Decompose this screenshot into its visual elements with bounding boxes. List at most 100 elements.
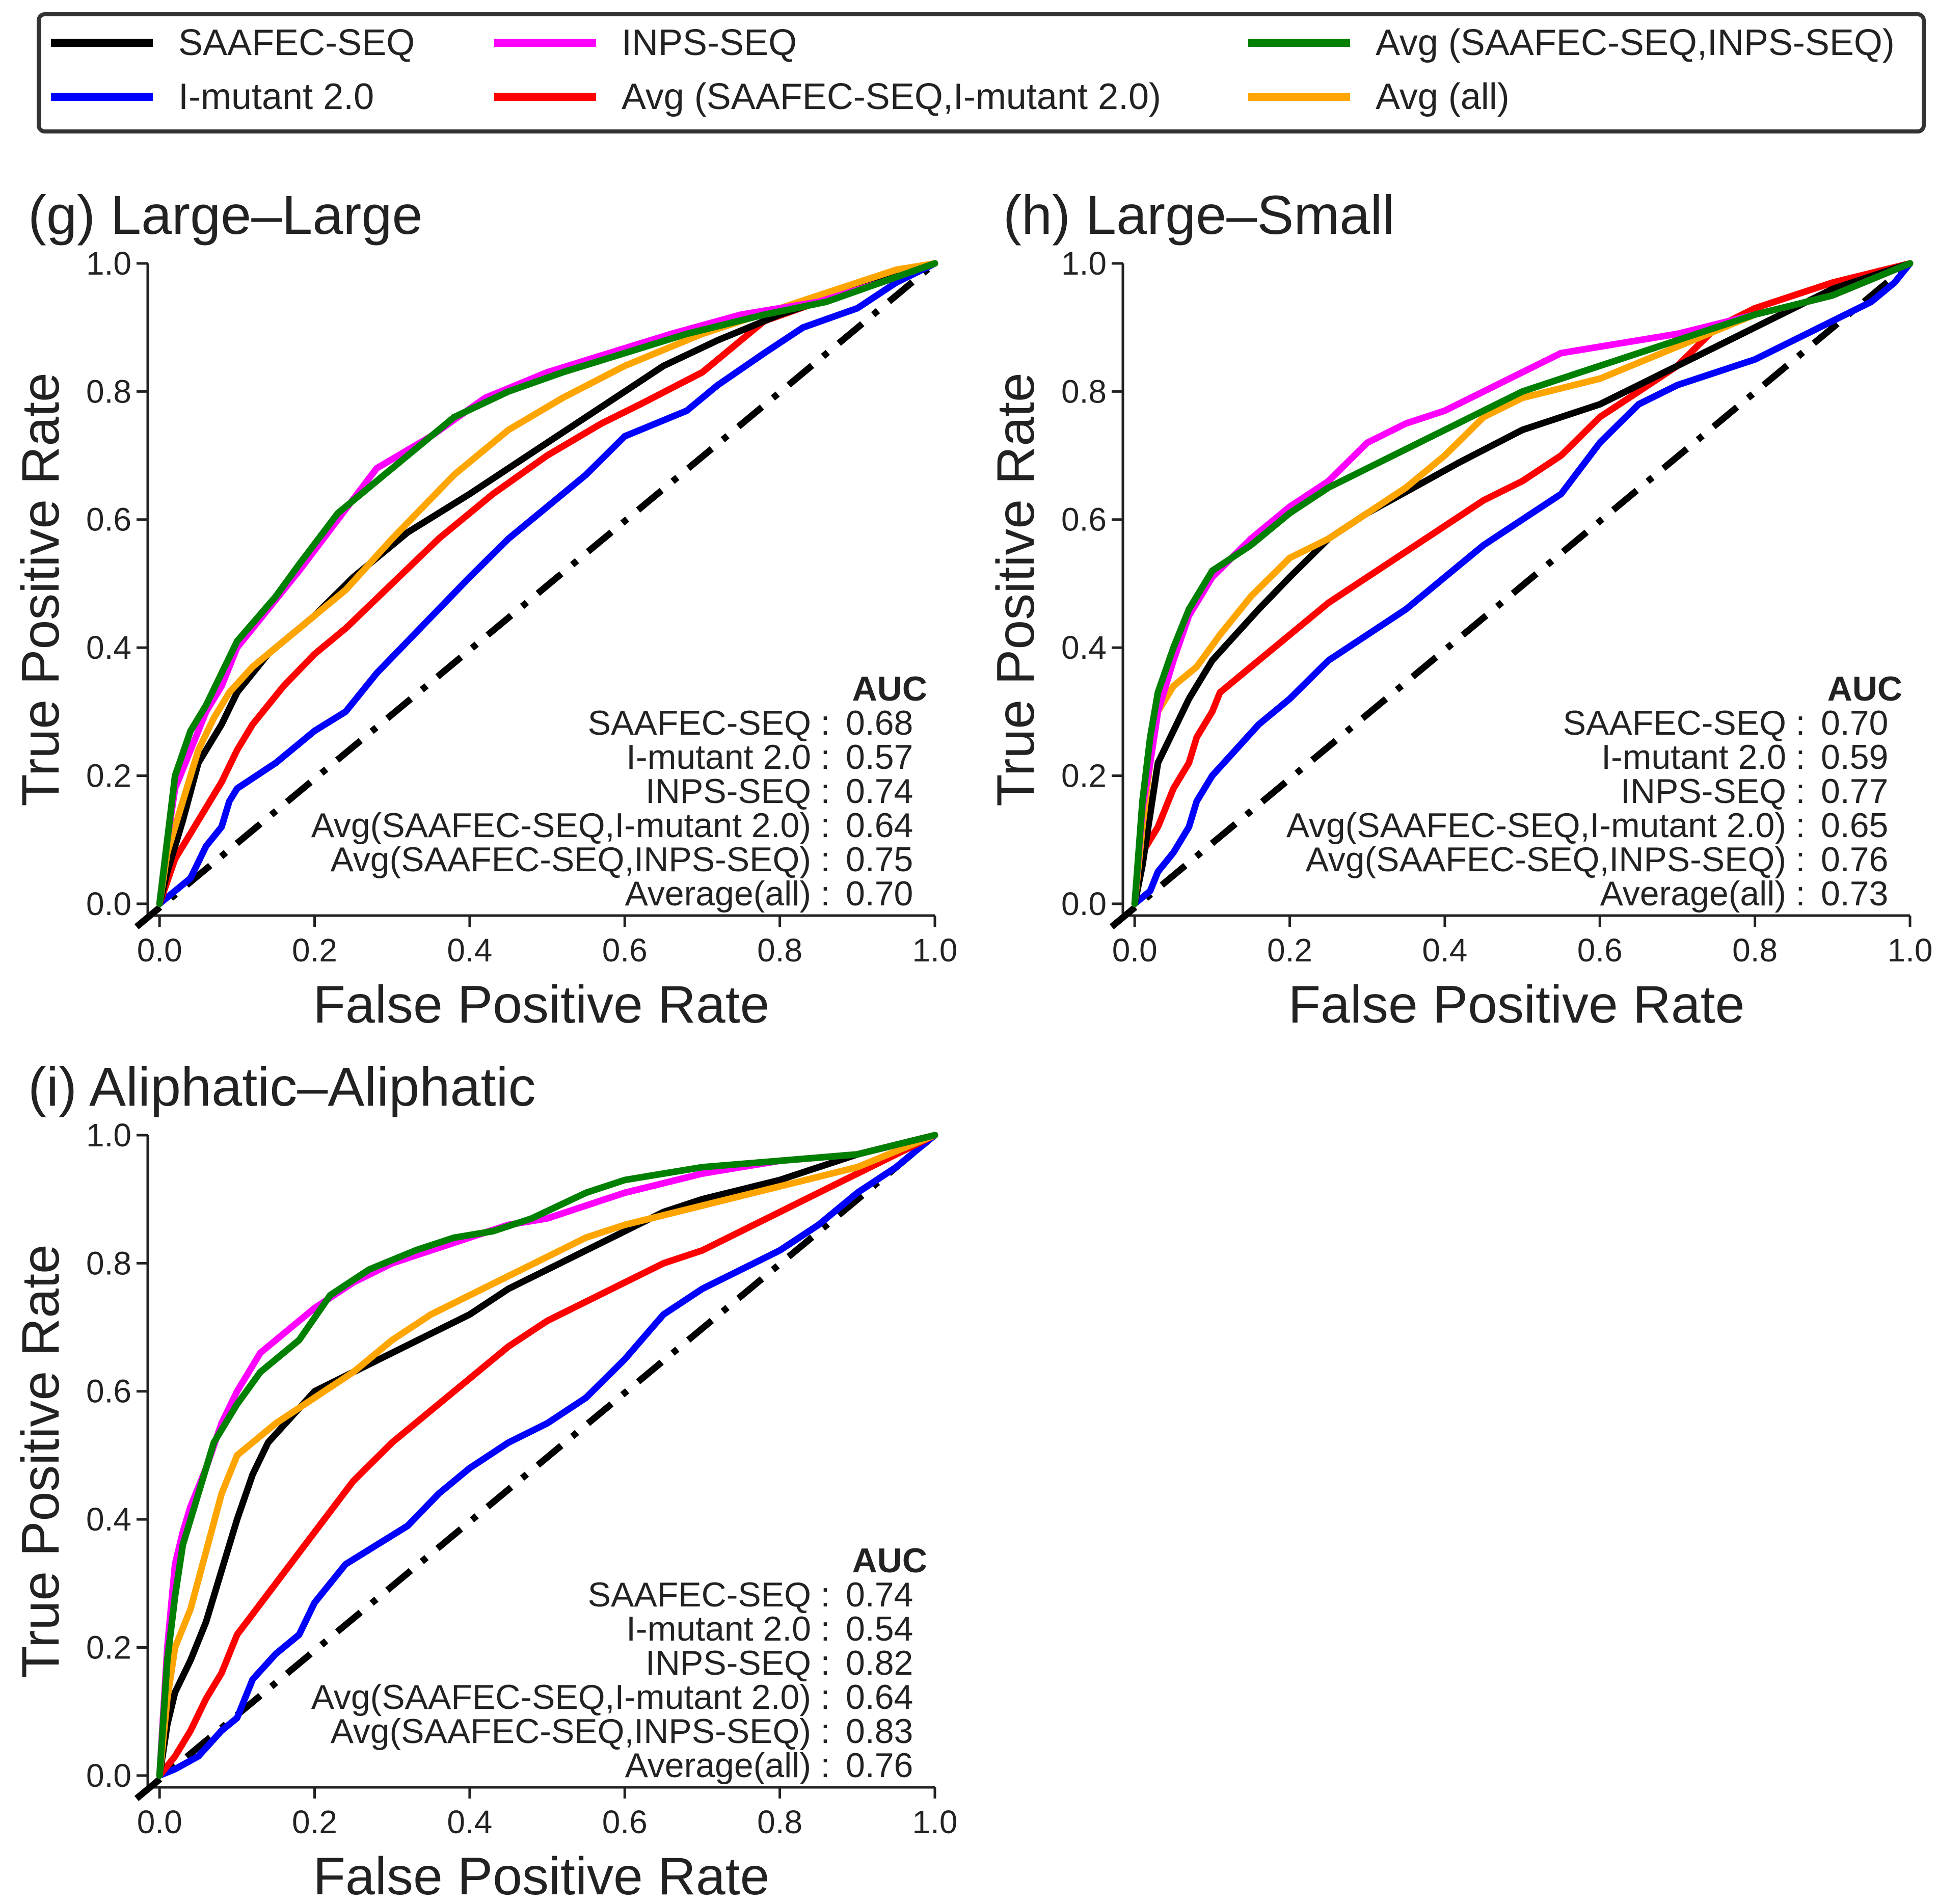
y-tick-label: 0.8 <box>86 373 131 410</box>
auc-row-label: INPS-SEQ <box>645 1644 811 1682</box>
x-tick-label: 1.0 <box>912 932 958 969</box>
legend-label: Avg (SAAFEC-SEQ,I-mutant 2.0) <box>622 76 1161 117</box>
x-tick-label: 1.0 <box>912 1804 958 1840</box>
y-tick-label: 0.6 <box>86 501 131 538</box>
auc-header: AUC <box>1827 669 1902 708</box>
roc-curve <box>156 260 938 907</box>
auc-row-separator: : <box>1796 738 1806 776</box>
roc-curve <box>156 1132 938 1779</box>
y-tick-label: 0.4 <box>86 629 131 666</box>
auc-row-value: 0.77 <box>1821 772 1888 811</box>
auc-row-value: 0.74 <box>846 772 913 811</box>
auc-row-label: Avg(SAAFEC-SEQ,INPS-SEQ) <box>331 840 811 879</box>
auc-row-label: Avg(SAAFEC-SEQ,I-mutant 2.0) <box>311 1678 811 1717</box>
roc-panel: (i) Aliphatic–Aliphatic 0.0 0.2 0.4 0.6 0.8 1.… <box>11 1056 957 1904</box>
legend: SAAFEC-SEQ INPS-SEQ Avg (SAAFEC-SEQ,INPS-S… <box>37 12 1926 133</box>
y-tick-label: 0.6 <box>1061 501 1107 538</box>
roc-curve <box>156 1132 938 1779</box>
auc-row-value: 0.82 <box>846 1644 913 1682</box>
auc-row-value: 0.57 <box>846 738 913 776</box>
y-tick-label: 0.0 <box>86 886 131 922</box>
auc-row-label: SAAFEC-SEQ <box>588 1575 811 1614</box>
x-tick-label: 0.0 <box>137 932 182 969</box>
roc-panel: (h) Large–Small 0.0 0.2 0.4 0.6 0.8 1.0 0.0 0.2 0… <box>986 184 1932 1034</box>
auc-row-separator: : <box>821 1678 830 1717</box>
x-tick-label: 0.4 <box>447 1804 492 1840</box>
x-tick-label: 0.6 <box>602 1804 648 1840</box>
x-tick-label: 0.6 <box>1577 932 1623 969</box>
auc-row-value: 0.70 <box>1821 704 1888 742</box>
x-axis-label: False Positive Rate <box>313 1847 770 1904</box>
x-tick-label: 0.4 <box>447 932 492 969</box>
auc-row-separator: : <box>1796 772 1806 811</box>
auc-row-value: 0.59 <box>1821 738 1888 776</box>
x-tick-label: 0.6 <box>602 932 648 969</box>
y-tick-label: 0.2 <box>86 1629 131 1666</box>
panel-title: (i) Aliphatic–Aliphatic <box>28 1056 535 1117</box>
auc-row-label: Average(all) <box>625 1746 811 1785</box>
panel-title: (h) Large–Small <box>1003 184 1394 246</box>
roc-curve <box>1131 260 1914 907</box>
x-axis-label: False Positive Rate <box>313 975 770 1034</box>
y-tick-label: 0.2 <box>86 757 131 794</box>
roc-panels: (g) Large–Large 0.0 0.2 0.4 0.6 0.8 1.0 0.0 0.2 0… <box>11 184 1932 1904</box>
auc-row-label: I-mutant 2.0 <box>626 1610 811 1648</box>
auc-row-separator: : <box>1796 704 1806 742</box>
y-tick-label: 0.0 <box>1061 886 1107 922</box>
y-tick-label: 0.8 <box>1061 373 1107 410</box>
auc-row-label: I-mutant 2.0 <box>1601 738 1786 776</box>
auc-row-value: 0.54 <box>846 1610 913 1648</box>
y-tick-label: 0.4 <box>86 1501 131 1538</box>
auc-row-value: 0.74 <box>846 1575 913 1614</box>
auc-row-label: Avg(SAAFEC-SEQ,INPS-SEQ) <box>331 1712 811 1751</box>
auc-row-separator: : <box>821 1746 830 1785</box>
legend-label: I-mutant 2.0 <box>178 76 374 117</box>
auc-row-value: 0.70 <box>846 874 913 913</box>
x-tick-label: 1.0 <box>1888 932 1933 969</box>
x-tick-label: 0.8 <box>1732 932 1778 969</box>
auc-row-separator: : <box>821 738 830 776</box>
legend-label: INPS-SEQ <box>622 22 797 63</box>
auc-row-separator: : <box>821 874 830 913</box>
x-tick-label: 0.4 <box>1422 932 1467 969</box>
x-tick-label: 0.0 <box>137 1804 182 1840</box>
auc-row-separator: : <box>821 772 830 811</box>
x-tick-label: 0.2 <box>292 932 337 969</box>
roc-panel: (g) Large–Large 0.0 0.2 0.4 0.6 0.8 1.0 0.0 0.2 0… <box>11 184 957 1034</box>
auc-row-label: SAAFEC-SEQ <box>1563 704 1786 742</box>
auc-row-separator: : <box>821 1610 830 1648</box>
auc-row-label: INPS-SEQ <box>1621 772 1786 811</box>
auc-row-separator: : <box>821 840 830 879</box>
chance-diagonal <box>134 1133 937 1801</box>
y-tick-label: 1.0 <box>86 245 131 282</box>
y-tick-label: 1.0 <box>1061 245 1107 282</box>
legend-label: SAAFEC-SEQ <box>178 22 415 63</box>
legend-label: Avg (SAAFEC-SEQ,INPS-SEQ) <box>1376 22 1895 63</box>
auc-row-label: SAAFEC-SEQ <box>588 704 811 742</box>
auc-row-label: Avg(SAAFEC-SEQ,I-mutant 2.0) <box>311 806 811 845</box>
auc-row-value: 0.64 <box>846 806 913 845</box>
auc-row-value: 0.65 <box>1821 806 1888 845</box>
auc-header: AUC <box>852 669 927 708</box>
x-tick-label: 0.0 <box>1112 932 1158 969</box>
auc-row-separator: : <box>821 1575 830 1614</box>
x-tick-label: 0.2 <box>292 1804 337 1840</box>
roc-curve <box>156 1132 938 1779</box>
auc-row-label: Avg(SAAFEC-SEQ,INPS-SEQ) <box>1306 840 1786 879</box>
legend-label: Avg (all) <box>1376 76 1510 117</box>
auc-row-separator: : <box>1796 840 1806 879</box>
y-tick-label: 0.4 <box>1061 629 1107 666</box>
x-tick-label: 0.8 <box>757 1804 802 1840</box>
roc-curve <box>1131 260 1914 907</box>
auc-row-separator: : <box>821 1644 830 1682</box>
y-tick-label: 0.6 <box>86 1373 131 1410</box>
auc-row-separator: : <box>821 704 830 742</box>
roc-curve <box>1131 260 1914 907</box>
panel-title: (g) Large–Large <box>28 184 423 246</box>
x-tick-label: 0.2 <box>1267 932 1312 969</box>
y-tick-label: 0.8 <box>86 1245 131 1281</box>
auc-row-label: I-mutant 2.0 <box>626 738 811 776</box>
roc-curve <box>156 260 938 907</box>
chance-diagonal <box>134 261 937 929</box>
